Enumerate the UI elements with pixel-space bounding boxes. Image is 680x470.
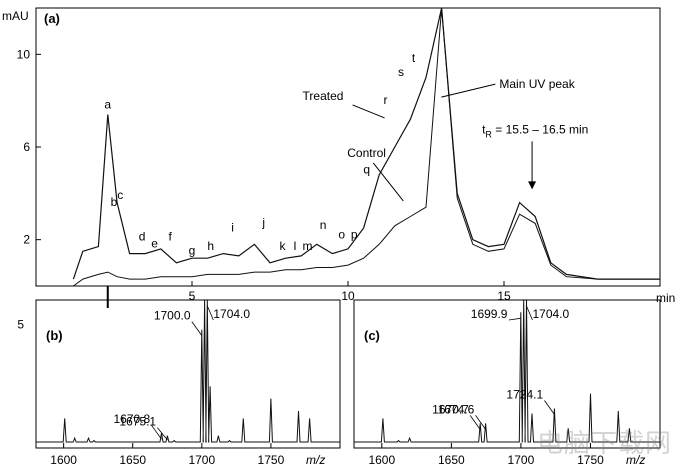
panel-c-frame — [353, 299, 661, 449]
peak-label-a: a — [104, 98, 111, 112]
watermark-logo: 电脑下载网 — [536, 429, 672, 459]
peak-label-o: o — [338, 227, 345, 241]
peak-label-b: b — [111, 195, 118, 209]
panel-c-peak-label-1670-7: 1670.7 — [432, 402, 469, 416]
panel-c-peak-leader — [526, 305, 533, 321]
panel-c-x-axis-label: m/z — [626, 453, 645, 467]
panel-c-x-tick-label: 1750 — [577, 453, 604, 467]
annotation-treated: Treated — [303, 89, 344, 103]
panel-b-peak-leader — [206, 305, 214, 321]
annotation-main-uv-peak: Main UV peak — [499, 77, 575, 91]
panel-c-peak-leader — [469, 415, 481, 430]
peak-label-q: q — [363, 162, 370, 176]
panel-c-peak-leader — [475, 415, 486, 430]
panel-b-peak-leader — [191, 321, 203, 336]
y-tick-label: 6 — [23, 140, 30, 154]
peak-label-k: k — [279, 239, 286, 253]
annotation-control-arrow — [372, 162, 404, 202]
panel-c-peak-label-1704-0: 1704.0 — [532, 307, 569, 321]
peak-label-j: j — [261, 216, 265, 230]
series-line-treated — [72, 7, 660, 280]
peak-label-m: m — [302, 239, 312, 253]
panel-c-x-tick-label: 1700 — [508, 453, 535, 467]
panel-c-peak-label-1724-1: 1724.1 — [506, 388, 543, 402]
peak-label-t: t — [412, 51, 416, 65]
panel-c-peak-leader — [508, 317, 521, 321]
panel-c-peak-label-1674-6: 1674.6 — [438, 402, 475, 416]
panel-b-frame — [35, 299, 341, 449]
panel-a-label: (a) — [44, 11, 60, 26]
peak-label-r: r — [383, 93, 387, 107]
panel-c-x-tick-label: 1600 — [368, 453, 395, 467]
annotation-control: Control — [347, 146, 386, 160]
annotation-retention-arrowhead — [528, 181, 537, 190]
panel-b-peak-label-1675-1: 1675.1 — [119, 415, 156, 429]
panel-b-peak-leader — [157, 427, 168, 441]
series-line-control — [73, 7, 660, 287]
peak-label-g: g — [189, 244, 196, 258]
peak-label-s: s — [398, 65, 404, 79]
panel-c-spectrum-line — [354, 299, 660, 443]
peak-label-f: f — [168, 230, 172, 244]
panel-c-peak-label-1699-9: 1699.9 — [471, 307, 508, 321]
x-tick-label: 5 — [189, 289, 196, 303]
y-axis-label: mAU — [2, 9, 29, 23]
peak-label-c: c — [117, 188, 123, 202]
panel-b-label: (b) — [46, 328, 63, 343]
peak-label-n: n — [320, 218, 327, 232]
panel-b-x-axis-label: m/z — [306, 453, 325, 467]
panel-b-x-tick-label: 1650 — [119, 453, 146, 467]
panel-b-y-tick-label: 5 — [17, 318, 24, 332]
peak-label-p: p — [351, 227, 358, 241]
annotation-main-uv-arrow — [441, 83, 496, 98]
x-tick-label: 10 — [341, 289, 355, 303]
peak-label-h: h — [207, 239, 214, 253]
peak-label-l: l — [294, 239, 297, 253]
peak-label-e: e — [151, 237, 158, 251]
y-tick-label: 10 — [17, 47, 31, 61]
panel-b-peak-label-1670-8: 1670.8 — [113, 412, 150, 426]
panel-b-peak-leader — [151, 424, 162, 440]
panel-b-x-tick-label: 1700 — [188, 453, 215, 467]
panel-b-spectrum-line — [36, 299, 340, 443]
panel-c-label: (c) — [364, 328, 380, 343]
x-axis-label: min — [656, 291, 675, 305]
annotation-retention-time: tR = 15.5 – 16.5 min — [482, 122, 588, 139]
panel-b-x-tick-label: 1750 — [258, 453, 285, 467]
panel-b-peak-label-1704-0: 1704.0 — [213, 307, 250, 321]
panel-b-peak-label-1700-0: 1700.0 — [154, 309, 191, 323]
x-tick-label: 15 — [497, 289, 511, 303]
panel-c-x-tick-label: 1650 — [438, 453, 465, 467]
y-tick-label: 2 — [23, 233, 30, 247]
annotation-treated-arrow — [352, 104, 385, 119]
peak-label-i: i — [231, 220, 234, 234]
panel-c-peak-leader — [544, 400, 555, 415]
peak-label-d: d — [139, 230, 146, 244]
panel-b-x-tick-label: 1600 — [50, 453, 77, 467]
